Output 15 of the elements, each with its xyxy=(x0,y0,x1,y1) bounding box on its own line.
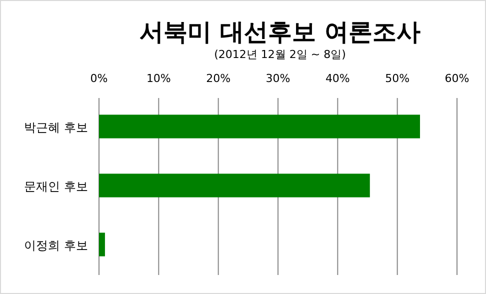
chart-title: 서북미 대선후보 여론조사 xyxy=(140,18,420,46)
x-tick-label: 10% xyxy=(146,72,171,85)
bar xyxy=(99,114,420,138)
bar xyxy=(99,174,370,198)
y-tick-label: 문재인 후보 xyxy=(24,180,88,194)
y-tick-label: 이정희 후보 xyxy=(24,238,88,252)
x-tick-label: 20% xyxy=(206,72,231,85)
bar xyxy=(99,232,105,256)
x-tick-label: 60% xyxy=(444,72,470,85)
x-tick-label: 0% xyxy=(90,72,108,85)
y-tick-label: 박근혜 후보 xyxy=(24,120,88,134)
x-tick-label: 30% xyxy=(266,72,290,85)
chart-subtitle: (2012년 12월 2일 ~ 8일) xyxy=(214,48,346,61)
x-tick-label: 40% xyxy=(325,72,350,85)
x-tick-label: 50% xyxy=(385,72,410,85)
